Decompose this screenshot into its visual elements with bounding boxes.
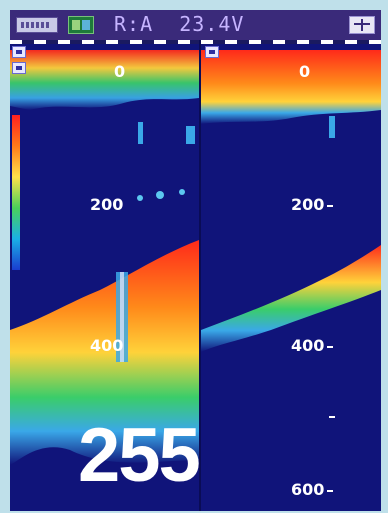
split-divider [199,40,201,511]
right-scale-label-400: 400 [291,336,325,355]
status-bar: R:A 23.4V [10,10,381,40]
gain-indicator-icon [12,62,26,74]
range-indicator-icon-right [205,46,219,58]
right-scale-label-0: 0 [299,62,311,81]
right-tick-600 [327,490,333,492]
right-scale-label-200: 200 [291,195,325,214]
left-scale-label-0: 0 [114,62,126,81]
fish-finder-screen: R:A 23.4V [10,10,381,511]
left-scale-label-400: 400 [90,336,124,355]
battery-icon [16,17,58,33]
range-indicator-icon [12,46,26,58]
color-scale-bar [12,115,20,270]
right-tick-500 [329,416,335,418]
left-echo-layer [10,50,199,465]
right-echogram-panel: 0 200 400 600 [201,40,381,511]
depth-readout: 255 [78,413,199,498]
status-text: R:A 23.4V [114,12,245,36]
right-zero-line [201,40,381,44]
right-tick-400 [327,346,333,348]
left-zero-line [10,40,199,44]
right-echo-layer [201,50,381,352]
left-scale-label-200: 200 [90,195,124,214]
right-scale-label-600: 600 [291,480,325,499]
sounder-mode-icon[interactable] [68,16,94,34]
left-echogram-panel: 0 200 400 255 [10,40,199,511]
split-screen-icon[interactable] [349,16,375,34]
right-tick-200 [327,205,333,207]
